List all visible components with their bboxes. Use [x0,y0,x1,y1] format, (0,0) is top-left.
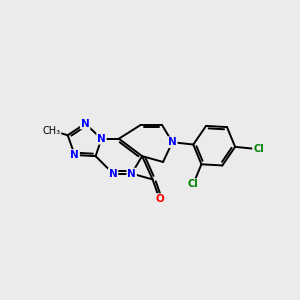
Text: N: N [109,169,117,178]
Text: N: N [81,118,89,129]
Text: O: O [155,194,164,204]
Text: Cl: Cl [188,179,199,189]
Text: N: N [127,169,136,178]
Text: N: N [97,134,106,144]
Text: N: N [168,137,177,147]
Text: N: N [70,150,79,160]
Text: Cl: Cl [253,144,264,154]
Text: CH₃: CH₃ [42,126,61,136]
